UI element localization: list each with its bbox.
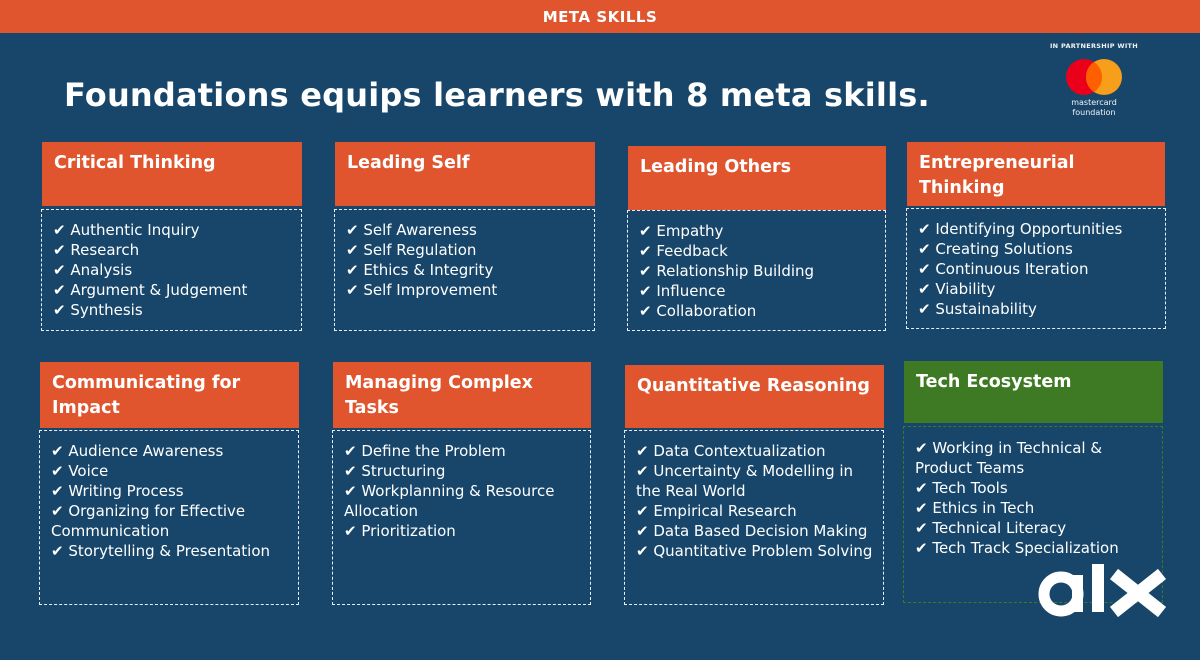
skill-item: ✔ Sustainability (918, 300, 1037, 318)
skill-item: ✔ Define the Problem (344, 442, 506, 460)
card-title-managing-complex-tasks: Managing Complex Tasks (333, 362, 591, 428)
skill-item: ✔ Workplanning & Resource Allocation (344, 482, 560, 520)
card-body-leading-others: ✔ Empathy ✔ Feedback ✔ Relationship Buil… (627, 210, 886, 331)
skill-item: ✔ Empathy (639, 222, 724, 240)
card-title-communicating-for-impact: Communicating for Impact (40, 362, 299, 428)
card-title-leading-self: Leading Self (335, 142, 595, 206)
card-title-quantitative-reasoning: Quantitative Reasoning (625, 365, 884, 428)
card-title-critical-thinking: Critical Thinking (42, 142, 302, 206)
skill-item: ✔ Data Based Decision Making (636, 522, 868, 540)
skill-item: ✔ Identifying Opportunities (918, 220, 1123, 238)
card-title-leading-others: Leading Others (628, 146, 886, 210)
card-body-tech-ecosystem: ✔ Working in Technical & Product Teams ✔… (903, 426, 1163, 603)
header-title: META SKILLS (542, 7, 658, 26)
skill-item: ✔ Tech Tools (915, 479, 1008, 497)
skill-item: ✔ Organizing for Effective Communication (51, 502, 250, 540)
skill-item: ✔ Creating Solutions (918, 240, 1073, 258)
partner-caption: IN PARTNERSHIP WITH (1049, 42, 1139, 50)
skill-item: ✔ Technical Literacy (915, 519, 1067, 537)
skill-item: ✔ Uncertainty & Modelling in the Real Wo… (636, 462, 858, 500)
alx-logo-icon (1038, 564, 1166, 618)
skill-item: ✔ Structuring (344, 462, 446, 480)
skill-item: ✔ Voice (51, 462, 109, 480)
card-body-entrepreneurial-thinking: ✔ Identifying Opportunities ✔ Creating S… (906, 208, 1166, 329)
page-title: Foundations equips learners with 8 meta … (64, 76, 930, 114)
skill-item: ✔ Storytelling & Presentation (51, 542, 271, 560)
skill-item: ✔ Ethics in Tech (915, 499, 1035, 517)
card-body-communicating-for-impact: ✔ Audience Awareness ✔ Voice ✔ Writing P… (39, 430, 299, 605)
partner-block: IN PARTNERSHIP WITH mastercard foundatio… (1040, 42, 1148, 117)
card-body-managing-complex-tasks: ✔ Define the Problem ✔ Structuring ✔ Wor… (332, 430, 591, 605)
card-body-critical-thinking: ✔ Authentic Inquiry ✔ Research ✔ Analysi… (41, 209, 302, 331)
skill-item: ✔ Feedback (639, 242, 728, 260)
skill-item: ✔ Ethics & Integrity (346, 261, 494, 279)
skill-item: ✔ Relationship Building (639, 262, 815, 280)
skill-item: ✔ Collaboration (639, 302, 757, 320)
skill-item: ✔ Argument & Judgement (53, 281, 248, 299)
skill-item: ✔ Empirical Research (636, 502, 797, 520)
header-bar: META SKILLS (0, 0, 1200, 33)
card-title-entrepreneurial-thinking: Entrepreneurial Thinking (907, 142, 1165, 206)
skill-item: ✔ Authentic Inquiry (53, 221, 200, 239)
card-body-quantitative-reasoning: ✔ Data Contextualization ✔ Uncertainty &… (624, 430, 884, 605)
skill-item: ✔ Viability (918, 280, 996, 298)
skill-item: ✔ Data Contextualization (636, 442, 826, 460)
partner-name-line1: mastercard (1071, 98, 1117, 107)
card-body-leading-self: ✔ Self Awareness ✔ Self Regulation ✔ Eth… (334, 209, 595, 331)
skill-item: ✔ Writing Process (51, 482, 184, 500)
mastercard-logo-icon (1066, 59, 1122, 95)
skill-item: ✔ Synthesis (53, 301, 143, 319)
skill-item: ✔ Continuous Iteration (918, 260, 1089, 278)
skill-item: ✔ Audience Awareness (51, 442, 224, 460)
skill-item: ✔ Prioritization (344, 522, 456, 540)
partner-name-line2: foundation (1072, 108, 1116, 117)
skill-item: ✔ Tech Track Specialization (915, 539, 1119, 557)
skill-item: ✔ Self Awareness (346, 221, 477, 239)
skill-item: ✔ Influence (639, 282, 726, 300)
skill-item: ✔ Research (53, 241, 140, 259)
skill-item: ✔ Quantitative Problem Solving (636, 542, 873, 560)
skill-item: ✔ Analysis (53, 261, 133, 279)
skill-item: ✔ Self Improvement (346, 281, 498, 299)
skill-item: ✔ Self Regulation (346, 241, 477, 259)
card-title-tech-ecosystem: Tech Ecosystem (904, 361, 1163, 423)
skill-item: ✔ Working in Technical & Product Teams (915, 439, 1107, 477)
